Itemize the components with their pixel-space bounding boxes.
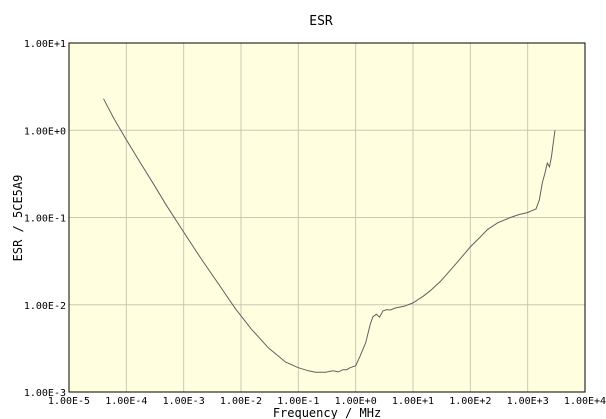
- x-axis-label: Frequency / MHz: [273, 406, 381, 419]
- x-tick-label-7: 1.00E+2: [449, 396, 491, 407]
- y-tick-label-0: 1.00E+1: [24, 39, 66, 50]
- y-tick-label-4: 1.00E-3: [24, 388, 66, 399]
- plot-frame: [68, 42, 586, 393]
- y-axis-label: ESR / 5CE5A9: [11, 175, 25, 262]
- x-tick-label-0: 1.00E-5: [48, 396, 90, 407]
- y-tick-label-1: 1.00E+0: [24, 126, 66, 137]
- series-line-0: [103, 98, 556, 373]
- y-tick-label-2: 1.00E-1: [24, 214, 66, 225]
- x-tick-label-6: 1.00E+1: [392, 396, 434, 407]
- y-axis-ticks: 1.00E+1 1.00E+0 1.00E-1 1.00E-2 1.00E-3: [24, 39, 66, 399]
- chart-title: ESR: [309, 14, 333, 29]
- x-tick-label-1: 1.00E-4: [105, 396, 147, 407]
- x-tick-label-5: 1.00E+0: [335, 396, 377, 407]
- x-tick-label-9: 1.00E+4: [564, 396, 606, 407]
- x-axis-ticks: 1.00E-5 1.00E-4 1.00E-3 1.00E-2 1.00E-1 1.00E…: [48, 396, 606, 407]
- x-tick-label-8: 1.00E+3: [507, 396, 549, 407]
- y-tick-label-3: 1.00E-2: [24, 301, 66, 312]
- x-tick-label-4: 1.00E-1: [277, 396, 319, 407]
- series-layer: [103, 98, 556, 373]
- x-tick-label-2: 1.00E-3: [163, 396, 205, 407]
- x-tick-label-3: 1.00E-2: [220, 396, 262, 407]
